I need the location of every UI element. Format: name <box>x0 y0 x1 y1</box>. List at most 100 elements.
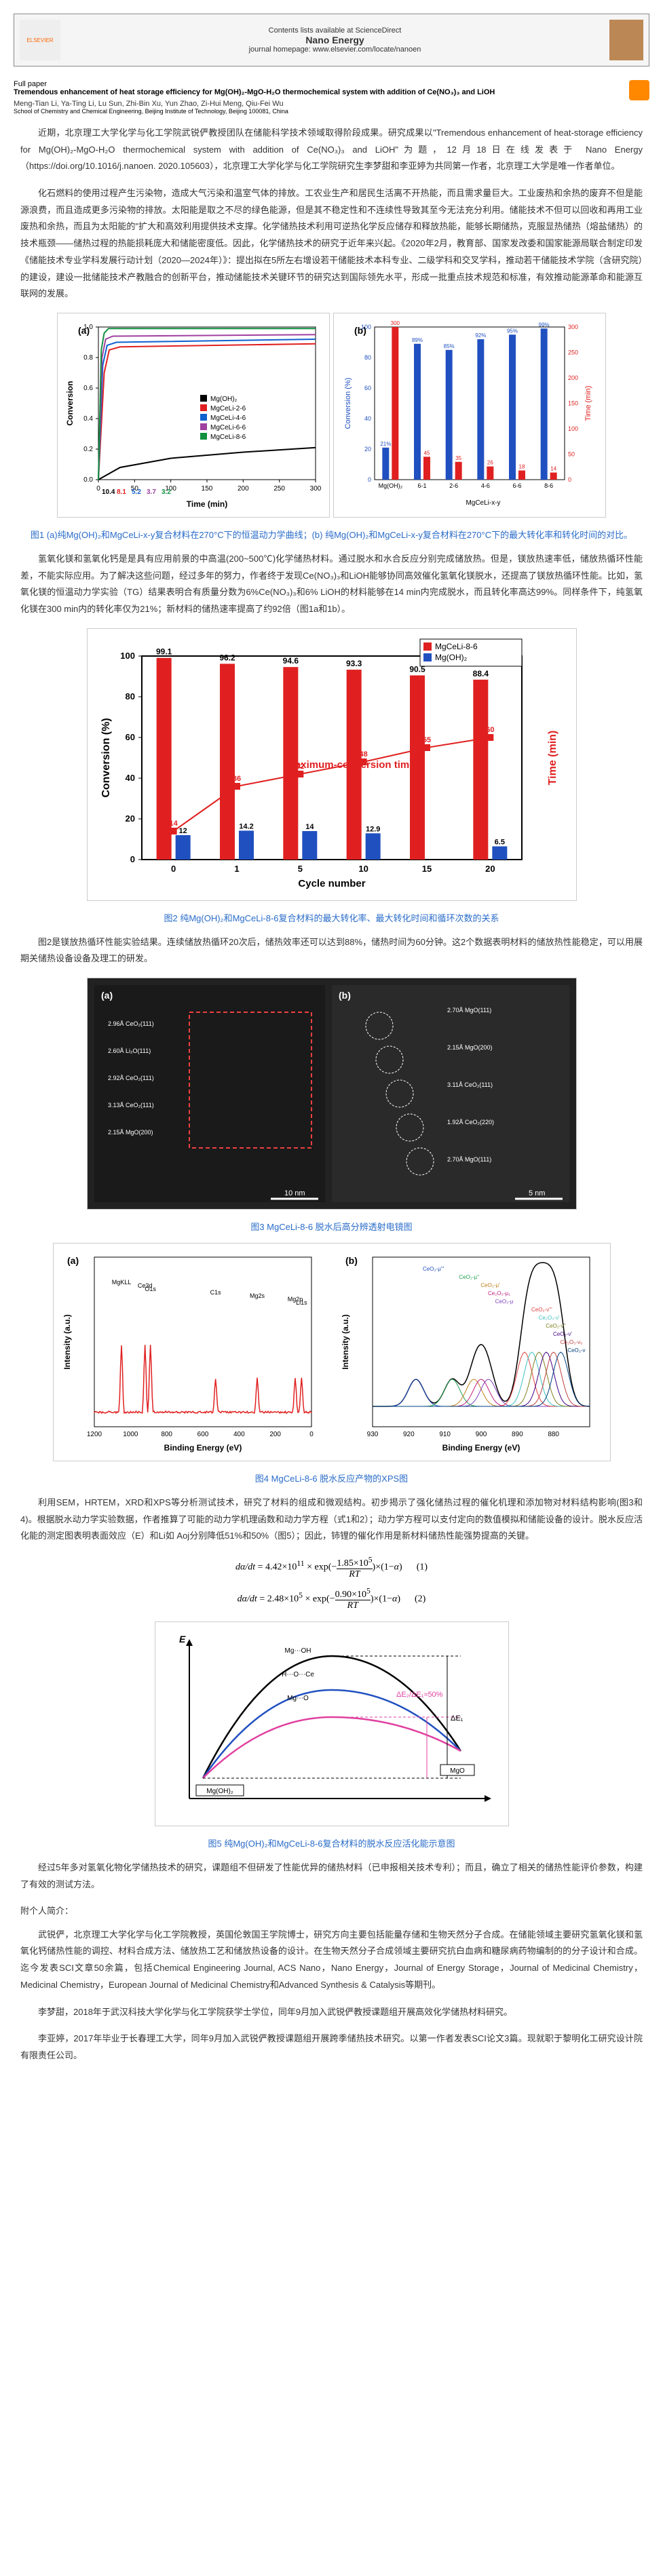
svg-text:1.92Å CeO₂(220): 1.92Å CeO₂(220) <box>447 1119 494 1126</box>
svg-text:Binding Energy (eV): Binding Energy (eV) <box>442 1443 520 1453</box>
svg-text:CeO₂-μ': CeO₂-μ' <box>480 1282 500 1288</box>
svg-text:20: 20 <box>125 813 134 824</box>
svg-text:93.3: 93.3 <box>345 659 362 668</box>
svg-text:910: 910 <box>439 1431 451 1438</box>
svg-text:200: 200 <box>269 1431 281 1438</box>
eq2-label: (2) <box>415 1594 425 1604</box>
equation-2: dα/dt = 2.48×105 × exp(−0.90×105RT)×(1−α… <box>20 1587 643 1612</box>
svg-text:14: 14 <box>550 465 556 472</box>
svg-text:MgCeLi-8-6: MgCeLi-8-6 <box>210 434 246 441</box>
svg-text:99%: 99% <box>538 322 549 328</box>
svg-text:Mg⋯O: Mg⋯O <box>287 1695 309 1702</box>
svg-text:400: 400 <box>233 1431 244 1438</box>
svg-text:(b): (b) <box>354 325 366 336</box>
paragraph-4: 图2是镁放热循环性能实验结果。连续储放热循环20次后，储热效率还可以达到88%，… <box>20 934 643 967</box>
svg-text:(b): (b) <box>345 1255 358 1266</box>
svg-text:Ce₂O₃-μ₁: Ce₂O₃-μ₁ <box>488 1290 510 1296</box>
svg-text:14: 14 <box>169 820 178 828</box>
svg-text:21%: 21% <box>380 441 391 447</box>
svg-text:45: 45 <box>423 450 430 456</box>
svg-text:MgCeLi-x-y: MgCeLi-x-y <box>466 499 500 507</box>
svg-text:5: 5 <box>297 864 302 874</box>
svg-text:99.1: 99.1 <box>155 647 172 656</box>
svg-text:1: 1 <box>234 864 239 874</box>
svg-text:96.2: 96.2 <box>219 653 235 662</box>
svg-text:20: 20 <box>364 446 371 453</box>
svg-text:1000: 1000 <box>123 1431 138 1438</box>
svg-text:890: 890 <box>511 1431 523 1438</box>
journal-header: ELSEVIER Contents lists available at Sci… <box>14 14 649 66</box>
svg-text:300: 300 <box>390 320 400 326</box>
svg-text:ΔE₂/ΔE₁≈50%: ΔE₂/ΔE₁≈50% <box>396 1691 443 1699</box>
closing-p1: 经过5年多对氢氧化物化学储热技术的研究，课题组不但研发了性能优异的储热材料（已申… <box>20 1860 643 1893</box>
svg-text:Intensity (a.u.): Intensity (a.u.) <box>62 1314 72 1369</box>
svg-text:48: 48 <box>359 750 367 758</box>
svg-text:3.13Å CeO₂(111): 3.13Å CeO₂(111) <box>108 1102 154 1109</box>
svg-text:14: 14 <box>305 823 314 831</box>
svg-text:CeO₂-ν': CeO₂-ν' <box>553 1331 572 1337</box>
figure-3-caption: 图3 MgCeLi-8-6 脱水后高分辨透射电镜图 <box>20 1220 643 1233</box>
svg-text:14.2: 14.2 <box>239 822 253 830</box>
svg-text:MgKLL: MgKLL <box>111 1279 131 1286</box>
svg-text:600: 600 <box>197 1431 208 1438</box>
svg-text:40: 40 <box>125 773 134 783</box>
svg-text:(a): (a) <box>101 990 113 1001</box>
svg-text:3.7: 3.7 <box>147 488 156 496</box>
svg-text:2.70Å MgO(111): 2.70Å MgO(111) <box>447 1007 491 1014</box>
svg-text:Cycle number: Cycle number <box>298 878 365 889</box>
svg-text:85%: 85% <box>443 343 454 349</box>
svg-text:100: 100 <box>120 651 135 661</box>
figure-4-caption: 图4 MgCeLi-8-6 脱水反应产物的XPS图 <box>20 1472 643 1484</box>
svg-text:3.11Å CeO₂(111): 3.11Å CeO₂(111) <box>447 1081 493 1088</box>
svg-text:Binding Energy (eV): Binding Energy (eV) <box>164 1443 242 1453</box>
svg-text:Intensity (a.u.): Intensity (a.u.) <box>341 1314 350 1369</box>
figure-5-energy-diagram: EΔE₁ΔE₂/ΔE₁≈50%Mg⋯OHH⋯O⋯CeMg⋯OMg(OH)₂MgO <box>155 1621 509 1826</box>
svg-text:Time (min): Time (min) <box>187 499 227 509</box>
svg-text:O1s: O1s <box>145 1286 156 1292</box>
svg-text:10: 10 <box>358 864 368 874</box>
svg-text:Mg⋯OH: Mg⋯OH <box>284 1647 311 1655</box>
svg-text:Time (min): Time (min) <box>584 385 592 421</box>
svg-text:(a): (a) <box>67 1255 79 1266</box>
paper-authors: Meng-Tian Li, Ya-Ting Li, Lu Sun, Zhi-Bi… <box>14 100 649 108</box>
svg-text:0: 0 <box>368 476 371 483</box>
svg-text:92%: 92% <box>475 332 486 339</box>
paper-title: Tremendous enhancement of heat storage e… <box>14 88 649 96</box>
svg-text:Mg(OH)₂: Mg(OH)₂ <box>378 482 402 489</box>
svg-text:CeO₂-μ: CeO₂-μ <box>495 1299 513 1305</box>
svg-text:55: 55 <box>422 736 430 744</box>
figure-4-xps: 120010008006004002000MgKLLCe3dO1sC1sMg2s… <box>53 1243 611 1461</box>
figure-1b-chart: 020406080100050100150200250300Mg(OH)₂21%… <box>333 313 606 518</box>
svg-text:35: 35 <box>455 455 461 461</box>
bio-3: 李亚婷，2017年毕业于长春理工大学，同年9月加入武锐俨教授课题组开展跨季储热技… <box>20 2031 643 2064</box>
svg-text:Conversion: Conversion <box>65 381 75 425</box>
svg-text:89%: 89% <box>412 337 423 343</box>
figure-5-caption: 图5 纯Mg(OH)₂和MgCeLi-8-6复合材料的脱水反应活化能示意图 <box>20 1837 643 1849</box>
svg-text:Ce₂O₃-ν₀: Ce₂O₃-ν₀ <box>560 1339 582 1345</box>
paragraph-2: 化石燃料的使用过程产生污染物，造成大气污染和温室气体的排放。工农业生产和居民生活… <box>20 185 643 303</box>
svg-text:10.4: 10.4 <box>102 488 115 496</box>
svg-text:2.96Å CeO₂(111): 2.96Å CeO₂(111) <box>108 1020 154 1027</box>
figure-1a-chart: 0501001502002503000.00.20.40.60.81.0Time… <box>57 313 330 518</box>
figure-1: 0501001502002503000.00.20.40.60.81.0Time… <box>0 313 663 518</box>
svg-text:200: 200 <box>238 485 249 493</box>
paper-type: Full paper <box>14 80 649 88</box>
figure-2-caption: 图2 纯Mg(OH)₂和MgCeLi-8-6复合材料的最大转化率、最大转化时间和… <box>20 911 643 924</box>
svg-text:20: 20 <box>485 864 495 874</box>
svg-text:MgCeLi-6-6: MgCeLi-6-6 <box>210 424 246 431</box>
svg-text:95%: 95% <box>507 328 518 334</box>
svg-text:2.92Å CeO₂(111): 2.92Å CeO₂(111) <box>108 1075 154 1081</box>
svg-text:930: 930 <box>366 1431 378 1438</box>
svg-text:10 nm: 10 nm <box>284 1189 305 1197</box>
svg-text:Conversion (%): Conversion (%) <box>100 718 112 797</box>
bio-2: 李梦甜，2018年于武汉科技大学化学与化工学院获学士学位，同年9月加入武锐俨教授… <box>20 2004 643 2021</box>
svg-text:CeO₂-ν''': CeO₂-ν''' <box>531 1307 552 1313</box>
svg-text:0.8: 0.8 <box>83 354 93 362</box>
svg-text:4-6: 4-6 <box>481 482 490 489</box>
paragraph-5: 利用SEM，HRTEM，XRD和XPS等分析测试技术，研究了材料的组成和微观结构… <box>20 1495 643 1545</box>
svg-text:15: 15 <box>421 864 431 874</box>
svg-text:250: 250 <box>274 485 286 493</box>
svg-text:300: 300 <box>310 485 322 493</box>
svg-text:8.1: 8.1 <box>117 488 126 496</box>
svg-text:300: 300 <box>568 324 578 330</box>
